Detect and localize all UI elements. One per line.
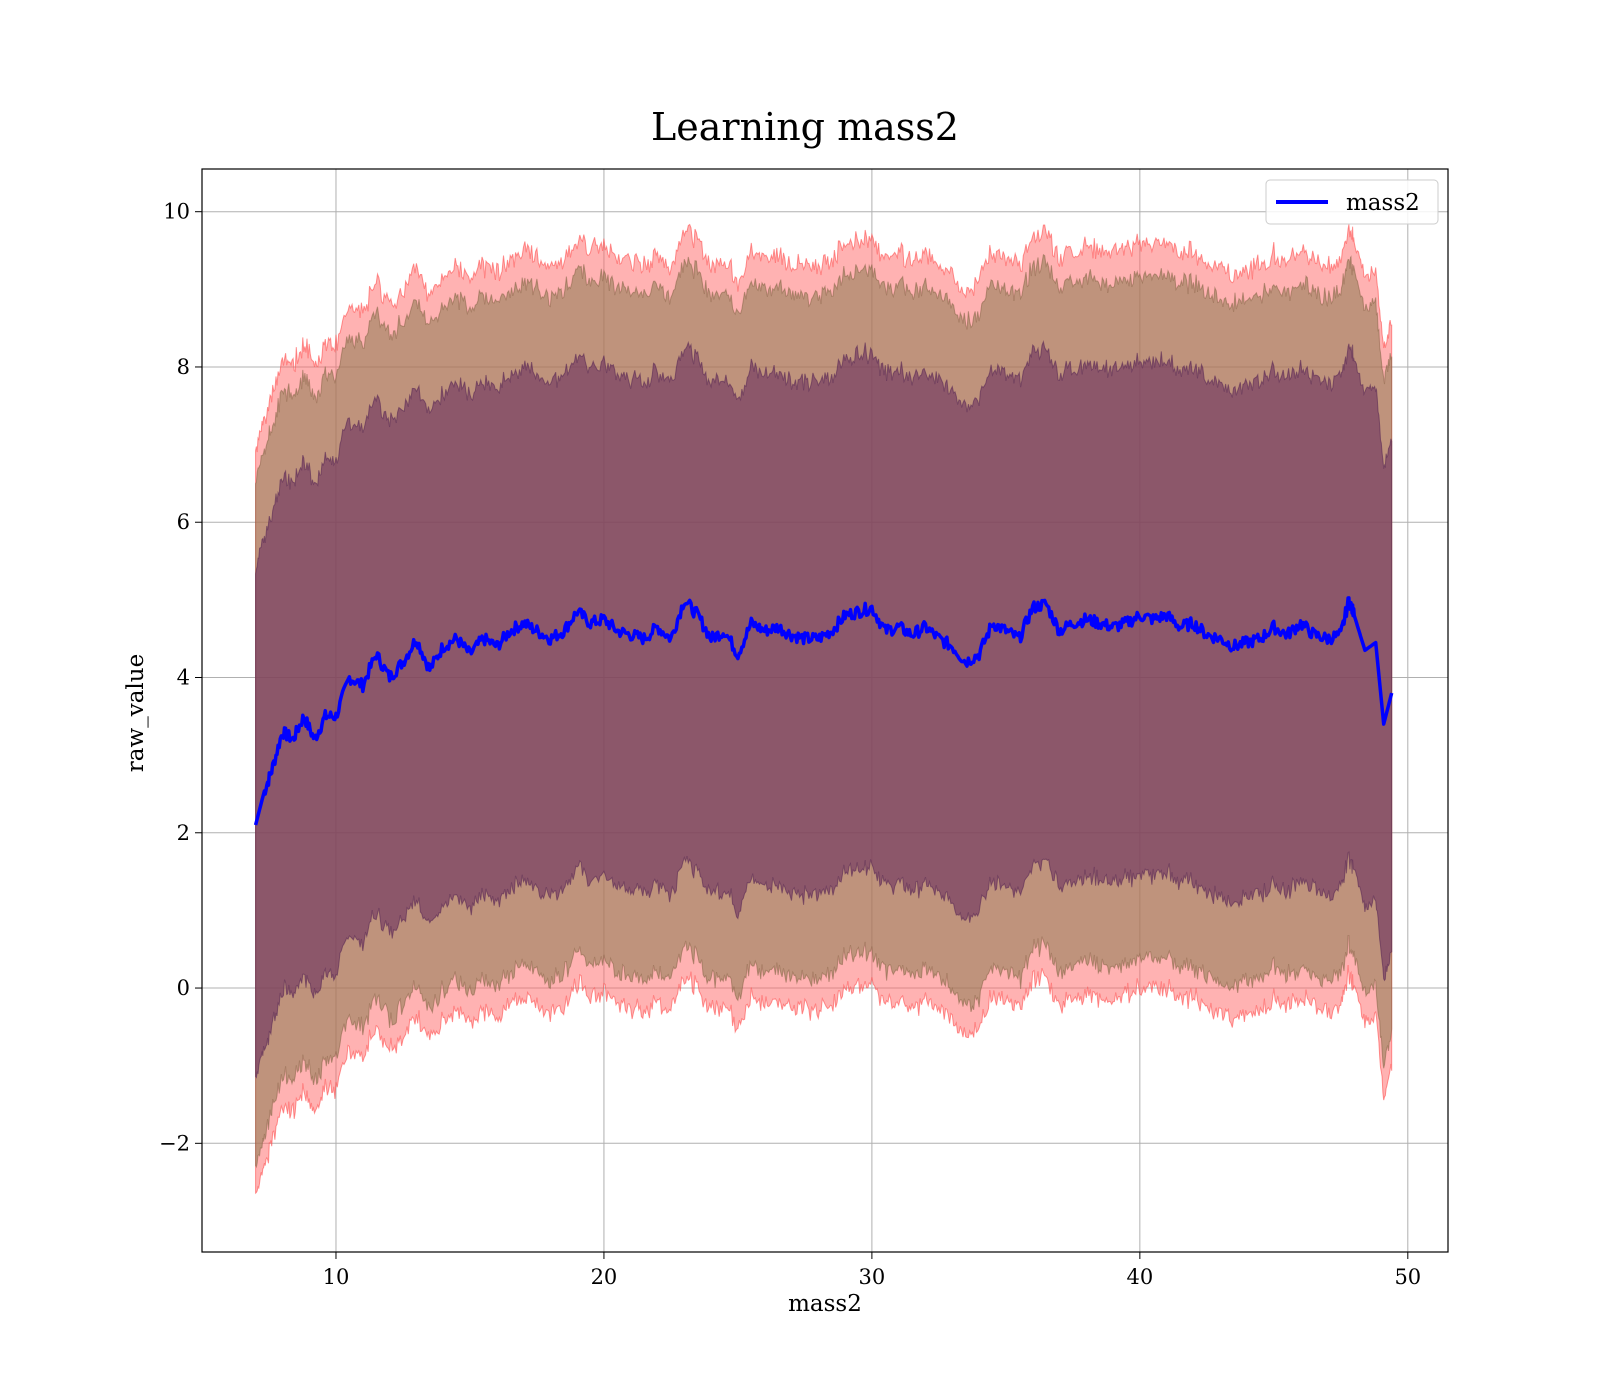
confidence-bands: [255, 223, 1393, 1195]
x-tick-label: 30: [859, 1265, 886, 1289]
x-ticks: 10 20 30 40 50: [323, 1252, 1421, 1289]
y-tick-label: 8: [177, 355, 190, 379]
y-tick-label: 6: [177, 510, 190, 534]
y-ticks: −2 0 2 4 6 8 10: [159, 200, 202, 1155]
y-tick-label: 10: [163, 200, 190, 224]
legend-label-mass2: mass2: [1346, 190, 1420, 216]
y-tick-label: 0: [177, 976, 190, 1000]
x-tick-label: 40: [1126, 1265, 1153, 1289]
x-axis-label: mass2: [788, 1291, 862, 1317]
chart-title: Learning mass2: [651, 105, 959, 149]
series-line-mass2: [253, 596, 1394, 826]
series-lines: [253, 596, 1394, 826]
x-tick-label: 20: [591, 1265, 618, 1289]
legend-box: [1265, 179, 1439, 225]
y-tick-label: 4: [177, 666, 190, 690]
x-tick-label: 50: [1394, 1265, 1421, 1289]
x-tick-label: 10: [323, 1265, 350, 1289]
y-tick-label: −2: [159, 1131, 190, 1155]
legend: mass2: [1265, 179, 1439, 225]
plot-frame: [201, 168, 1449, 1253]
y-axis-label: raw_value: [123, 654, 149, 772]
y-tick-label: 2: [177, 821, 190, 845]
